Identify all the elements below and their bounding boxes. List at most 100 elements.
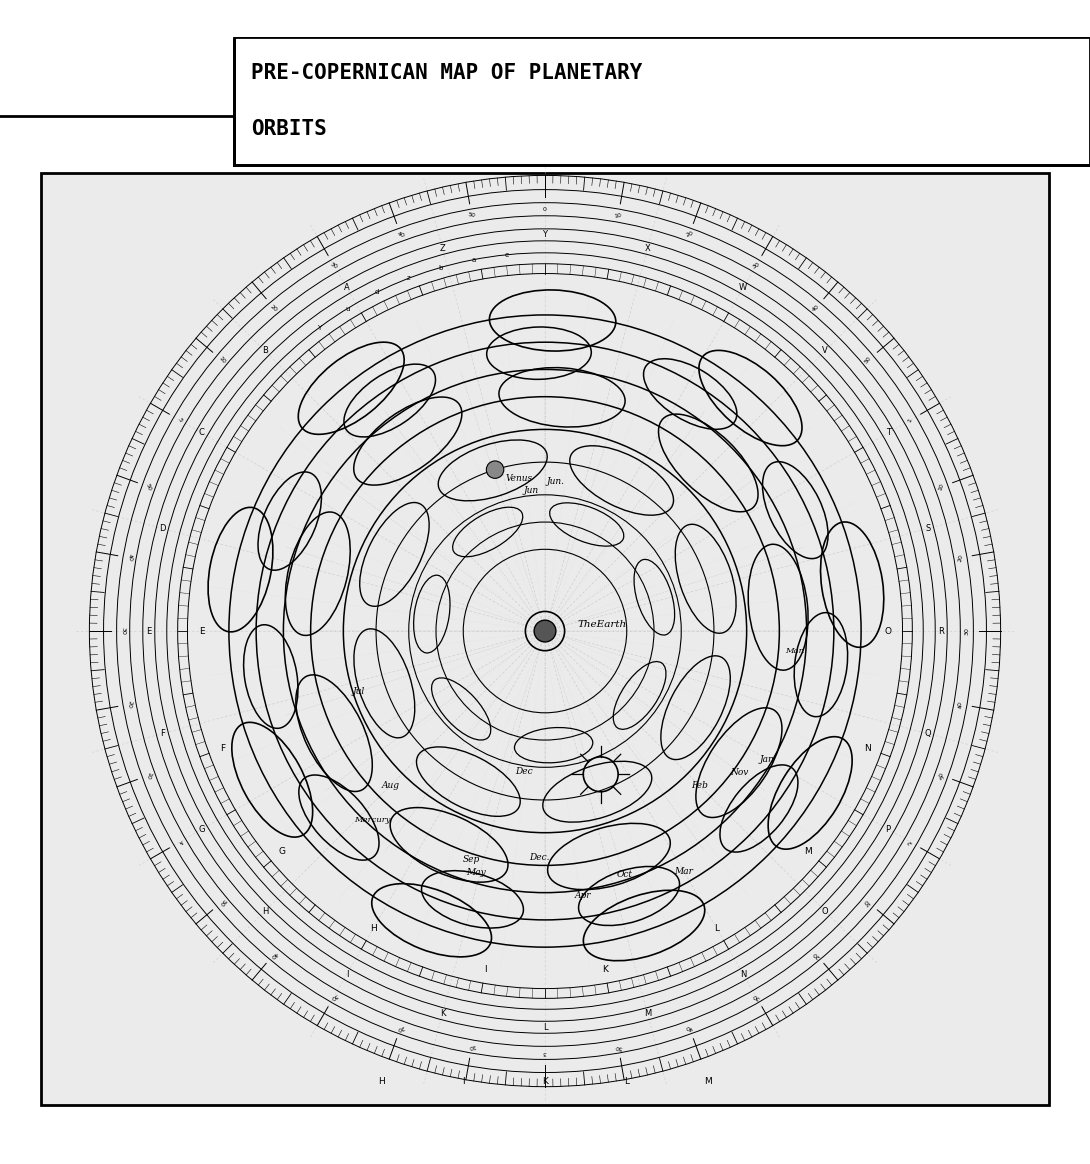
Text: 1: 1 (907, 417, 913, 423)
Text: TheEarth: TheEarth (578, 619, 627, 629)
Circle shape (534, 620, 556, 643)
Text: Mar.: Mar. (785, 647, 804, 655)
Text: 40: 40 (396, 230, 405, 239)
Text: I: I (484, 965, 487, 973)
Text: Dec: Dec (514, 767, 533, 775)
Text: 20: 20 (957, 554, 964, 562)
Text: Jul: Jul (352, 687, 364, 696)
Text: V: V (822, 347, 828, 355)
Text: X: X (644, 243, 651, 253)
Text: 40: 40 (126, 554, 133, 562)
Text: Y: Y (317, 325, 322, 331)
Bar (234, 37, 1090, 164)
Text: 10: 10 (937, 482, 945, 491)
Text: Jun: Jun (523, 485, 538, 495)
Text: Apr: Apr (574, 890, 591, 900)
Text: 4: 4 (177, 839, 183, 845)
Text: L: L (625, 1077, 629, 1086)
Text: 20: 20 (269, 304, 278, 312)
Text: R: R (938, 626, 944, 636)
Text: 30: 30 (121, 627, 125, 636)
Text: Dec.: Dec. (530, 853, 549, 863)
Text: M: M (804, 847, 812, 857)
Text: 30: 30 (329, 262, 339, 270)
Text: F: F (220, 744, 225, 753)
Text: 20: 20 (812, 950, 821, 959)
Circle shape (486, 461, 504, 478)
Text: ORBITS: ORBITS (251, 119, 326, 139)
Text: PRE-COPERNICAN MAP OF PLANETARY: PRE-COPERNICAN MAP OF PLANETARY (251, 63, 642, 83)
Text: H: H (378, 1077, 385, 1086)
Text: Y: Y (543, 230, 547, 240)
Text: 50: 50 (863, 355, 873, 364)
Text: 40: 40 (812, 304, 821, 312)
Text: 30: 30 (751, 992, 761, 1001)
Text: K: K (542, 1077, 548, 1086)
Text: F: F (160, 729, 165, 738)
Text: K: K (602, 965, 607, 973)
Text: 20: 20 (126, 700, 133, 709)
Text: 50: 50 (614, 1043, 622, 1050)
Text: e: e (505, 251, 509, 257)
Bar (41, 173, 1049, 1105)
Text: 50: 50 (217, 897, 227, 907)
Text: 50: 50 (145, 482, 153, 491)
Text: 10: 10 (145, 771, 153, 780)
Text: O: O (885, 626, 892, 636)
Text: D: D (159, 524, 166, 533)
Text: 20: 20 (396, 1024, 405, 1031)
Text: 40: 40 (269, 950, 278, 959)
Text: A: A (344, 283, 350, 292)
Text: Jun.: Jun. (547, 477, 565, 485)
Text: P: P (885, 824, 891, 833)
Text: N: N (864, 744, 871, 753)
Text: Aug: Aug (382, 781, 400, 789)
Text: z: z (407, 276, 410, 282)
Text: 2: 2 (907, 839, 913, 845)
Text: L: L (543, 1023, 547, 1031)
Text: I: I (346, 970, 348, 979)
Text: S: S (925, 524, 931, 533)
Text: K: K (439, 1009, 445, 1018)
Text: Q: Q (924, 729, 931, 738)
Text: d: d (375, 289, 379, 296)
Text: Z: Z (439, 243, 446, 253)
Text: B: B (262, 347, 268, 355)
Text: May: May (467, 867, 486, 876)
Text: O: O (822, 907, 828, 916)
Text: u: u (346, 306, 350, 312)
Text: G: G (278, 847, 286, 857)
Text: L: L (714, 924, 719, 932)
Text: M: M (644, 1009, 651, 1018)
Text: 50: 50 (937, 771, 945, 780)
Text: 20: 20 (685, 230, 694, 239)
Text: 40: 40 (957, 700, 964, 709)
Text: 10: 10 (614, 213, 622, 219)
Text: Nov: Nov (730, 767, 748, 776)
Text: 3: 3 (543, 1050, 547, 1056)
Text: C: C (199, 428, 205, 438)
Text: 0: 0 (543, 207, 547, 212)
Text: E: E (198, 626, 205, 636)
Text: E: E (146, 626, 152, 636)
Text: 30: 30 (751, 262, 761, 270)
Text: G: G (198, 824, 205, 833)
Text: M: M (704, 1077, 713, 1086)
Text: Venus: Venus (506, 474, 533, 483)
Text: 10: 10 (863, 897, 873, 907)
Text: 10: 10 (217, 355, 227, 364)
Text: 50: 50 (468, 213, 476, 219)
Text: a: a (472, 256, 475, 263)
Text: 40: 40 (685, 1024, 694, 1031)
Text: H: H (370, 924, 377, 932)
Text: b: b (438, 264, 443, 270)
Text: Oct: Oct (616, 871, 632, 879)
Text: 5: 5 (177, 417, 183, 423)
Text: 30: 30 (329, 992, 339, 1001)
Text: Sep: Sep (462, 854, 480, 864)
Text: 30: 30 (965, 627, 969, 636)
Text: Mar: Mar (675, 867, 693, 876)
Text: Jan: Jan (760, 754, 774, 764)
Text: 10: 10 (468, 1043, 476, 1050)
Text: H: H (262, 907, 268, 916)
